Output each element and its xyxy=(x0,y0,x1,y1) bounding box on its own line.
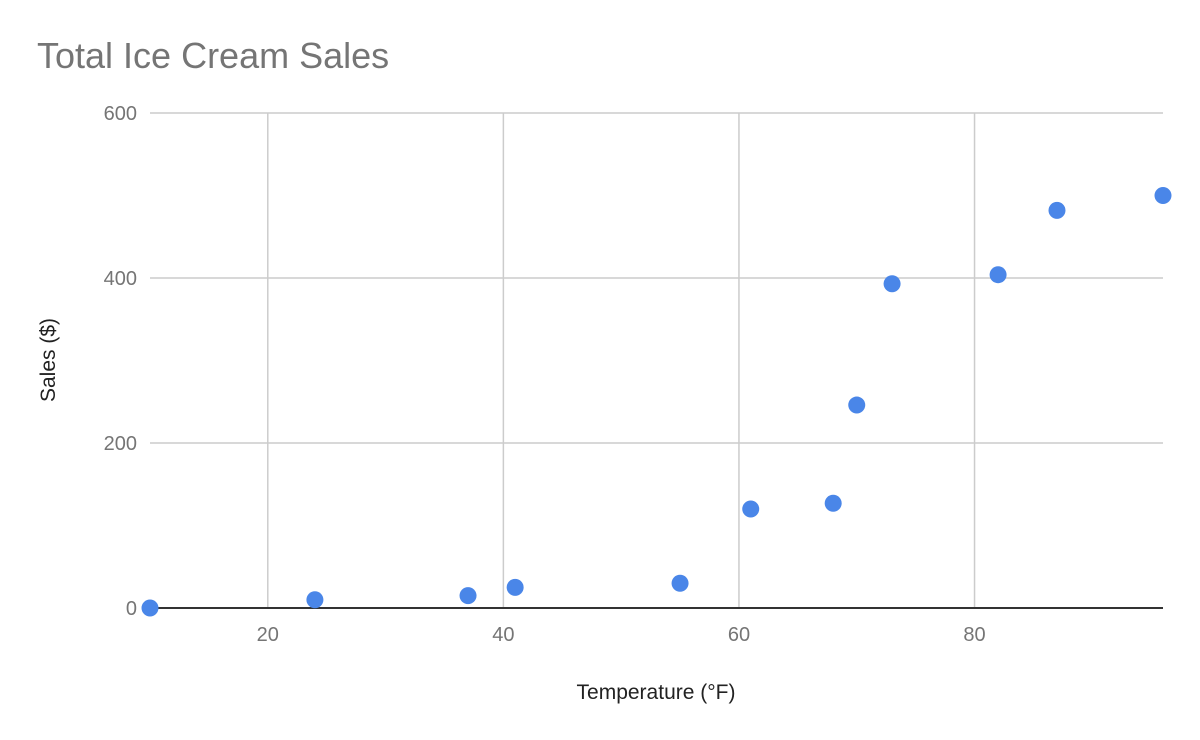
data-point xyxy=(989,266,1007,284)
data-point xyxy=(742,500,760,518)
grid xyxy=(150,112,1163,609)
tick-labels: 0 200 400 600 20 40 60 80 xyxy=(104,103,986,646)
y-tick-label: 200 xyxy=(104,433,137,455)
data-point xyxy=(883,275,901,293)
data-point xyxy=(1048,201,1066,219)
y-axis-label: Sales ($) xyxy=(37,318,60,402)
data-point xyxy=(306,591,324,609)
y-tick-label: 600 xyxy=(104,103,137,125)
chart-title: Total Ice Cream Sales xyxy=(37,35,389,76)
x-tick-label: 80 xyxy=(963,624,985,646)
data-point xyxy=(459,587,477,605)
x-tick-label: 60 xyxy=(728,624,750,646)
y-tick-label: 400 xyxy=(104,268,137,290)
x-tick-label: 40 xyxy=(492,624,514,646)
y-tick-label: 0 xyxy=(126,598,137,620)
x-tick-label: 20 xyxy=(257,624,279,646)
x-axis-label: Temperature (°F) xyxy=(577,681,736,704)
data-point xyxy=(506,578,524,596)
data-point xyxy=(1154,187,1172,204)
data-point xyxy=(671,574,689,592)
data-point xyxy=(824,494,842,512)
data-points xyxy=(141,187,1172,617)
data-point xyxy=(848,396,866,414)
data-point xyxy=(141,599,159,617)
